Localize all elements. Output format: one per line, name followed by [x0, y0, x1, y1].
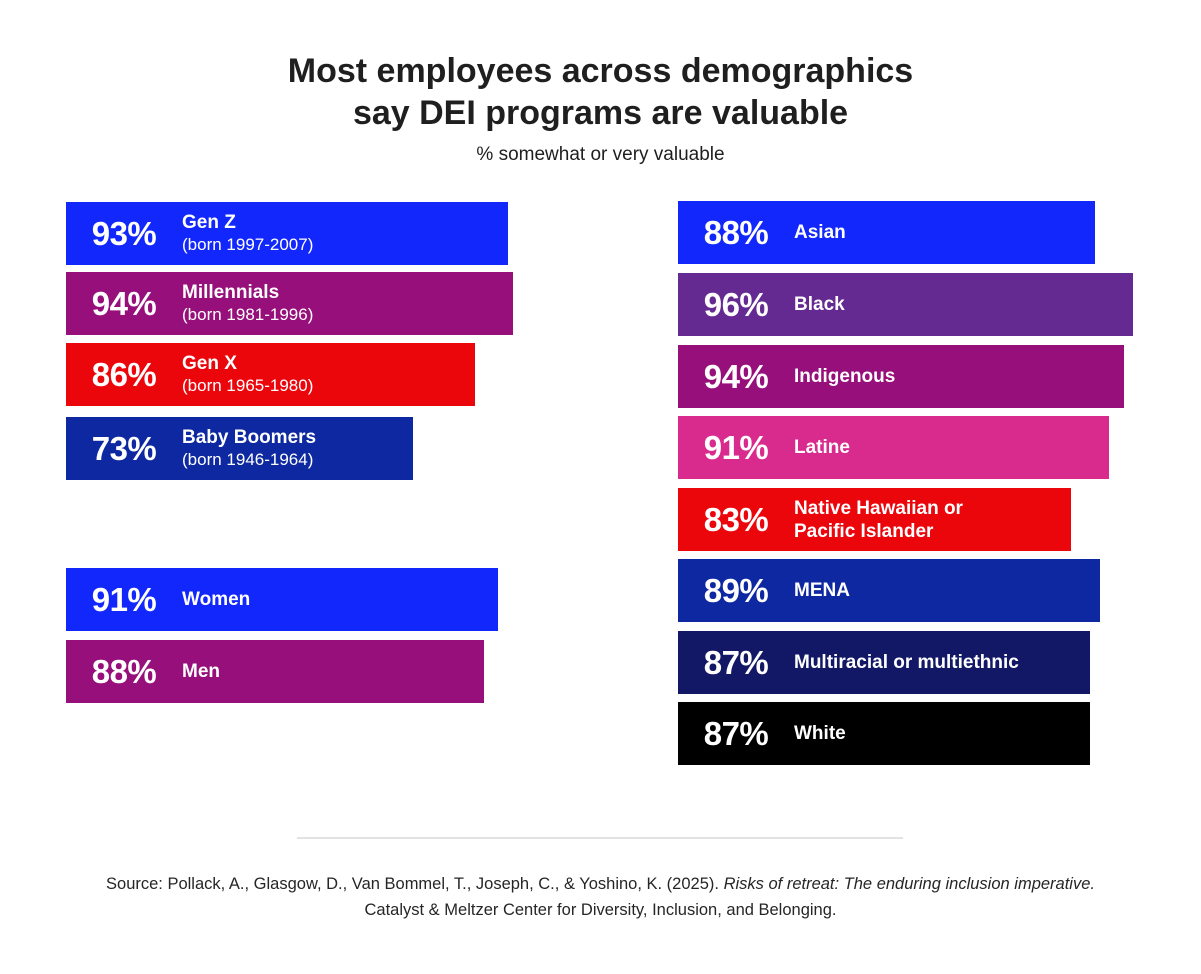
category-label-asian: Asian	[794, 222, 846, 243]
bar-women: 91% Women	[66, 568, 498, 631]
source-line-2: Catalyst & Meltzer Center for Diversity,…	[364, 901, 837, 919]
category-sublabel-baby-boomers: (born 1946-1964)	[182, 450, 314, 469]
category-label-multiracial: Multiracial or multiethnic	[794, 652, 1019, 673]
data-label-men-percent: 88%	[91, 652, 157, 690]
category-label-indigenous: Indigenous	[794, 366, 896, 387]
data-label-gen-z-percent: 93%	[91, 214, 157, 252]
category-label-latine: Latine	[794, 437, 850, 458]
data-label-asian-percent: 88%	[703, 213, 769, 251]
bar-mena: 89% MENA	[678, 559, 1100, 622]
data-label-baby-boomers-percent: 73%	[91, 429, 157, 467]
category-label-black: Black	[794, 294, 845, 315]
category-label-nhpi-line-1: Native Hawaiian or	[794, 497, 963, 519]
source-line-1: Source: Pollack, A., Glasgow, D., Van Bo…	[0, 873, 1201, 895]
bar-men: 88% Men	[66, 640, 484, 703]
category-label-gen-x: Gen X	[182, 353, 237, 374]
source-citation: Source: Pollack, A., Glasgow, D., Van Bo…	[106, 875, 724, 893]
category-sublabel-millennials: (born 1981-1996)	[182, 305, 314, 324]
data-label-multiracial-percent: 87%	[703, 643, 769, 681]
chart-title-line-2: say DEI programs are valuable	[352, 94, 849, 132]
data-label-black-percent: 96%	[703, 285, 769, 323]
bar-baby-boomers: 73% Baby Boomers (born 1946-1964)	[66, 417, 413, 480]
bar-black: 96% Black	[678, 273, 1133, 336]
category-label-gen-z: Gen Z	[182, 212, 236, 233]
category-label-women: Women	[182, 589, 251, 610]
data-label-mena-percent: 89%	[703, 571, 769, 609]
category-sublabel-gen-z: (born 1997-2007)	[182, 235, 314, 254]
data-label-indigenous-percent: 94%	[703, 357, 769, 395]
category-label-baby-boomers: Baby Boomers	[182, 427, 317, 448]
category-label-white: White	[794, 723, 846, 744]
bar-white: 87% White	[678, 702, 1090, 765]
chart-title-line-1: Most employees across demographics	[287, 52, 914, 90]
bar-gen-x: 86% Gen X (born 1965-1980)	[66, 343, 475, 406]
source-title: Risks of retreat: The enduring inclusion…	[723, 875, 1095, 893]
bar-native-hawaiian-pacific-islander: 83% Native Hawaiian or Pacific Islander	[678, 488, 1071, 551]
bar-multiracial: 87% Multiracial or multiethnic	[678, 631, 1090, 694]
divider	[297, 837, 903, 839]
bar-millennials: 94% Millennials (born 1981-1996)	[66, 272, 513, 335]
data-label-women-percent: 91%	[91, 580, 157, 618]
data-label-white-percent: 87%	[703, 714, 769, 752]
category-label-men: Men	[182, 661, 220, 682]
chart-subtitle: % somewhat or very valuable	[476, 144, 725, 165]
data-label-latine-percent: 91%	[703, 428, 769, 466]
data-label-nhpi-percent: 83%	[703, 500, 769, 538]
data-label-gen-x-percent: 86%	[91, 355, 157, 393]
bar-gen-z: 93% Gen Z (born 1997-2007)	[66, 202, 508, 265]
category-label-nhpi-line-2: Pacific Islander	[794, 520, 934, 542]
data-label-millennials-percent: 94%	[91, 284, 157, 322]
category-label-mena: MENA	[794, 580, 850, 601]
bar-latine: 91% Latine	[678, 416, 1109, 479]
category-label-millennials: Millennials	[182, 282, 280, 303]
bar-asian: 88% Asian	[678, 201, 1095, 264]
bar-indigenous: 94% Indigenous	[678, 345, 1124, 408]
category-sublabel-gen-x: (born 1965-1980)	[182, 376, 314, 395]
